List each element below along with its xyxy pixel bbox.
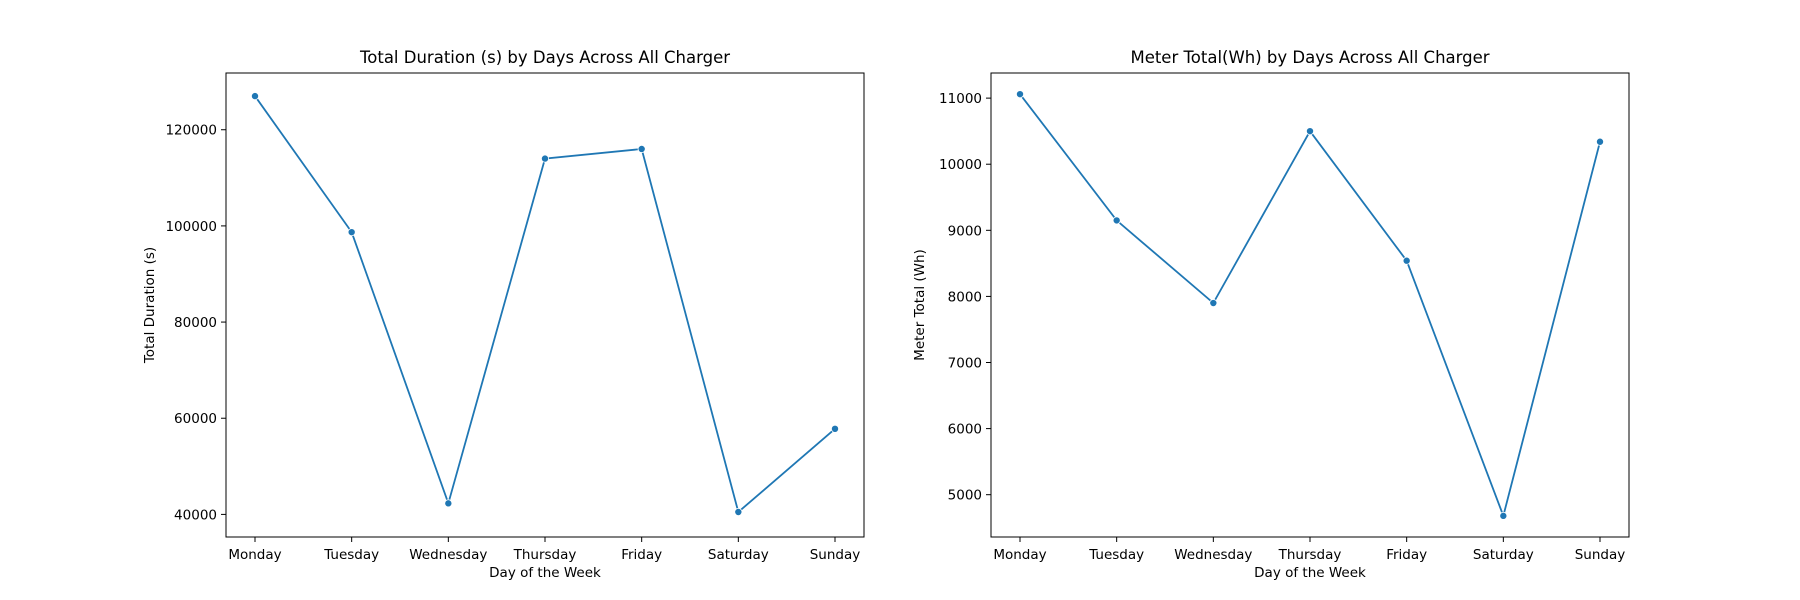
y-tick-label: 5000 [948,488,982,504]
chart-title: Total Duration (s) by Days Across All Ch… [359,48,730,67]
x-tick-label: Saturday [1473,547,1534,563]
y-tick-label: 60000 [174,411,217,427]
y-tick-label: 80000 [174,315,217,331]
x-tick-label: Saturday [708,547,769,563]
y-tick-label: 7000 [948,356,982,372]
y-tick-label: 6000 [948,422,982,438]
x-tick-label: Sunday [1575,547,1626,563]
data-point [1209,299,1218,308]
data-point [1306,127,1315,136]
meter-chart: Meter Total(Wh) by Days Across All Charg… [912,48,1630,581]
data-point [444,499,453,508]
data-point [1499,511,1508,520]
x-tick-label: Friday [1386,547,1427,563]
x-ticks: Monday Tuesday Wednesday Thursday Friday Satu… [993,537,1625,563]
x-tick-label: Tuesday [323,547,379,563]
series-markers [250,92,840,516]
x-axis-label: Day of the Week [1254,565,1366,581]
data-point [250,92,259,101]
y-axis-label: Total Duration (s) [142,247,158,364]
data-point [1016,90,1025,99]
y-tick-label: 40000 [174,507,217,523]
y-tick-label: 11000 [939,91,982,107]
x-ticks: Monday Tuesday Wednesday Thursday Friday Satu… [228,537,860,563]
x-tick-label: Sunday [810,547,861,563]
data-point [637,144,646,153]
x-axis-label: Day of the Week [489,565,601,581]
data-point [1112,216,1121,225]
y-tick-label: 9000 [948,223,982,239]
data-point [1402,256,1411,265]
x-tick-label: Thursday [1278,547,1342,563]
data-point [1596,137,1605,146]
x-tick-label: Wednesday [1174,547,1252,563]
y-axis-label: Meter Total (Wh) [912,249,928,361]
data-point [347,228,356,237]
y-tick-label: 8000 [948,289,982,305]
data-point [831,424,840,433]
y-ticks: 40000 60000 80000 100000 120000 [165,123,226,523]
y-tick-label: 100000 [165,219,217,235]
x-tick-label: Monday [228,547,281,563]
x-tick-label: Thursday [513,547,577,563]
duration-chart: Total Duration (s) by Days Across All Ch… [142,48,865,581]
y-tick-label: 10000 [939,157,982,173]
x-tick-label: Friday [621,547,662,563]
x-tick-label: Monday [993,547,1046,563]
series-markers [1016,90,1605,520]
x-tick-label: Tuesday [1088,547,1144,563]
x-tick-label: Wednesday [409,547,487,563]
data-point [734,507,743,516]
chart-title: Meter Total(Wh) by Days Across All Charg… [1130,48,1489,67]
data-point [541,154,550,163]
y-tick-label: 120000 [165,123,217,139]
y-ticks: 5000 6000 7000 8000 9000 10000 11000 [939,91,991,504]
